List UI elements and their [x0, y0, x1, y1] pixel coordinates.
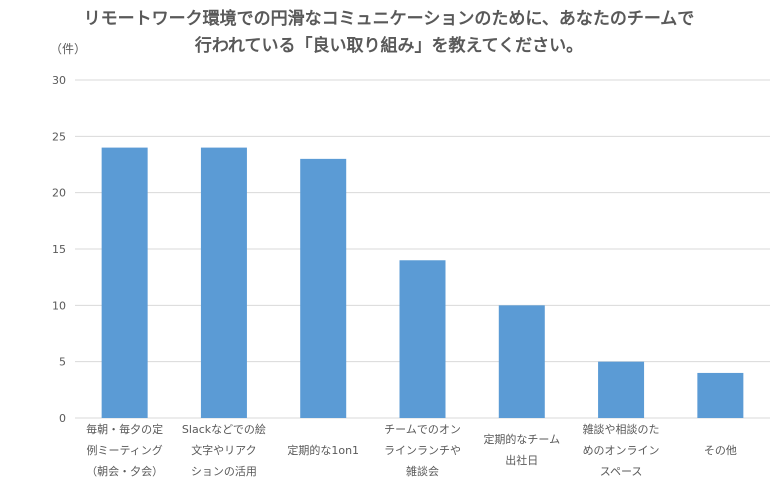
category-label-3-line-1: 定期的な1on1 [287, 443, 359, 457]
category-label-4-line-2: ラインランチや [384, 444, 461, 457]
category-label-3: 定期的な1on1 [287, 443, 359, 457]
category-label-2-line-1: Slackなどでの絵 [182, 422, 266, 436]
category-label-4-line-1: チームでのオン [384, 423, 461, 436]
category-label-2-line-3: ションの活用 [191, 465, 257, 478]
y-tick-label-0: 0 [59, 412, 66, 425]
bar-5 [498, 305, 545, 418]
category-label-1-line-3: （朝会・夕会） [86, 465, 163, 478]
category-label-5-line-2: 出社日 [505, 453, 538, 467]
y-tick-label-20: 20 [52, 187, 66, 200]
y-tick-label-25: 25 [52, 130, 66, 143]
y-tick-label-5: 5 [59, 356, 66, 369]
chart-title-line-1: リモートワーク環境での円滑なコミュニケーションのために、あなたのチームで [83, 9, 695, 29]
category-label-6-line-3: スペース [600, 465, 643, 478]
category-label-4-line-3: 雑談会 [406, 464, 439, 478]
y-tick-label-15: 15 [52, 243, 66, 256]
category-label-5: 定期的なチーム出社日 [483, 432, 560, 467]
category-label-2-line-2: 文字やリアク [191, 443, 256, 457]
category-label-5-line-1: 定期的なチーム [483, 432, 560, 446]
category-label-2: Slackなどでの絵文字やリアクションの活用 [182, 422, 266, 478]
y-tick-label-30: 30 [52, 74, 66, 87]
bar-2 [200, 147, 247, 418]
bar-7 [697, 372, 744, 418]
category-label-6-line-2: めのオンライン [583, 444, 660, 457]
y-tick-label-10: 10 [52, 299, 66, 312]
category-label-7: その他 [704, 444, 737, 457]
category-label-1: 毎朝・毎夕の定例ミーティング （朝会・夕会） [86, 422, 163, 478]
bar-4 [399, 260, 446, 418]
category-label-1-line-2: 例ミーティング [86, 443, 162, 457]
category-label-6-line-1: 雑談や相談のた [583, 422, 660, 436]
category-label-1-line-1: 毎朝・毎夕の定 [86, 422, 163, 436]
chart-title: リモートワーク環境での円滑なコミュニケーションのために、あなたのチームで 行われ… [0, 6, 778, 60]
category-label-7-line-1: その他 [704, 444, 737, 457]
bar-3 [300, 158, 347, 418]
chart-title-line-2: 行われている「良い取り組み」を教えてください。 [194, 36, 584, 56]
category-label-4: チームでのオンラインランチや雑談会 [384, 423, 461, 478]
bar-6 [598, 361, 645, 418]
category-label-6: 雑談や相談のためのオンラインスペース [583, 422, 660, 478]
y-axis-unit-label: （件） [50, 42, 87, 56]
bar-1 [101, 147, 148, 418]
